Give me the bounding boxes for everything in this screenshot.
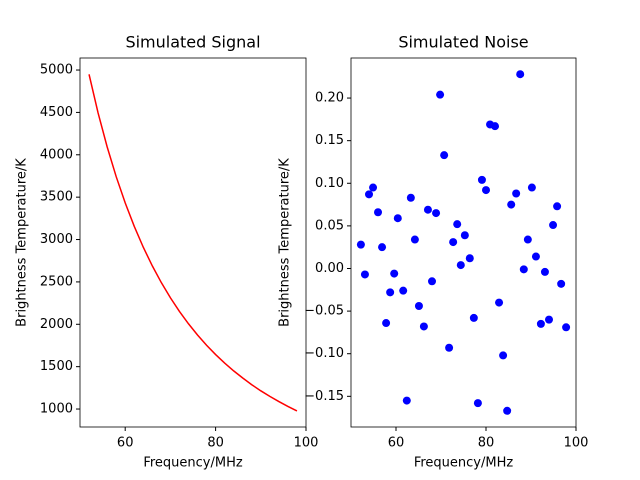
noise-point <box>406 193 415 202</box>
y-axis-label: Brightness Temperature/K <box>278 158 293 327</box>
y-tick-label: 0.00 <box>315 261 344 276</box>
noise-point <box>536 319 545 328</box>
noise-point <box>374 208 382 217</box>
noise-point <box>469 313 478 322</box>
noise-point <box>378 243 387 252</box>
y-tick-label: 0.20 <box>315 91 344 106</box>
y-tick-label: 4000 <box>40 147 73 162</box>
noise-point <box>495 298 504 307</box>
noise-point <box>360 270 369 279</box>
chart-title: Simulated Signal <box>125 33 260 52</box>
noise-point <box>540 267 549 276</box>
chart-title: Simulated Noise <box>398 33 528 52</box>
y-tick-label: −0.15 <box>304 389 344 404</box>
noise-point <box>527 183 536 192</box>
noise-point <box>499 351 508 360</box>
noise-point <box>419 322 428 331</box>
x-axis-label: Frequency/MHz <box>414 456 514 471</box>
noise-point <box>410 235 419 244</box>
noise-point <box>512 189 521 198</box>
noise-point <box>428 277 436 286</box>
noise-point <box>523 235 532 244</box>
plot-frame <box>79 57 307 428</box>
noise-point <box>545 315 553 324</box>
noise-point <box>456 261 465 270</box>
y-tick-label: 2500 <box>40 274 73 289</box>
noise-point <box>365 190 373 199</box>
noise-point <box>399 286 408 295</box>
y-tick-label: 2000 <box>40 317 73 332</box>
noise-point <box>432 209 441 218</box>
noise-point <box>482 186 490 195</box>
x-tick-label: 60 <box>388 436 405 451</box>
x-axis-label: Frequency/MHz <box>143 456 243 471</box>
x-tick-label: 100 <box>294 436 319 451</box>
noise-point <box>507 200 516 209</box>
y-tick-label: 3000 <box>40 232 73 247</box>
y-tick-label: 0.05 <box>315 218 344 233</box>
x-tick-label: 80 <box>478 436 495 451</box>
noise-point <box>503 406 512 415</box>
noise-point <box>369 183 378 192</box>
noise-point <box>516 70 525 79</box>
x-tick-label: 100 <box>564 436 589 451</box>
noise-point <box>473 399 482 408</box>
noise-point <box>453 220 462 229</box>
noise-point <box>393 214 402 223</box>
y-tick-label: −0.10 <box>304 346 344 361</box>
noise-point <box>449 238 458 247</box>
noise-point <box>402 396 411 405</box>
y-tick-label: 0.15 <box>315 133 344 148</box>
noise-point <box>531 252 540 261</box>
noise-point <box>460 231 469 240</box>
noise-point <box>553 202 562 211</box>
noise-point <box>356 240 365 249</box>
noise-point <box>445 343 454 352</box>
noise-point <box>557 279 566 288</box>
x-tick-label: 60 <box>117 436 134 451</box>
x-tick-label: 80 <box>207 436 224 451</box>
noise-point <box>549 221 558 230</box>
y-tick-label: 1000 <box>40 402 73 417</box>
y-tick-label: 4500 <box>40 105 73 120</box>
noise-point <box>390 269 399 278</box>
y-tick-label: 3500 <box>40 190 73 205</box>
y-tick-label: −0.05 <box>304 304 344 319</box>
noise-point <box>465 254 474 263</box>
y-tick-label: 1500 <box>40 359 73 374</box>
noise-point <box>562 323 571 332</box>
y-tick-label: 5000 <box>40 63 73 78</box>
noise-point <box>436 90 445 99</box>
noise-point <box>382 319 391 328</box>
noise-point <box>519 265 528 274</box>
noise-point <box>386 288 395 297</box>
y-tick-label: 0.10 <box>315 176 344 191</box>
noise-point <box>414 301 423 310</box>
noise-point <box>423 205 432 214</box>
signal-line <box>88 74 298 412</box>
noise-point <box>491 122 499 131</box>
noise-point <box>440 151 449 160</box>
plot-frame <box>350 57 577 428</box>
noise-point <box>477 175 486 184</box>
y-axis-label: Brightness Temperature/K <box>15 158 30 327</box>
